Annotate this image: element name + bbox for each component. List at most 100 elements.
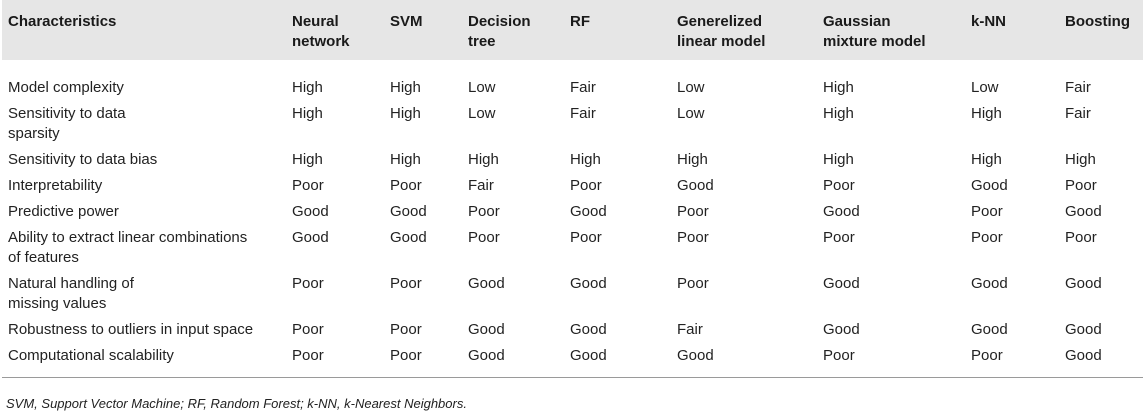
column-header-line: Characteristics [8, 13, 117, 30]
table-row: Natural handling of missing values Poor Poo… [2, 274, 1143, 320]
table-cell: Poor [292, 321, 324, 338]
row-label-line: missing values [8, 295, 107, 312]
column-header-line: RF [570, 13, 590, 30]
table-row: Model complexity High High Low Fair Low High Lo… [2, 60, 1143, 104]
row-label: Natural handling of missing values [2, 274, 286, 320]
table-cell: Good [564, 346, 671, 378]
table-row: Sensitivity to data bias High High High High… [2, 150, 1143, 176]
table-cell: Fair [677, 321, 703, 338]
column-header: Neural network [286, 0, 384, 60]
table-cell: Good [292, 203, 329, 220]
table-cell: Poor [390, 177, 422, 194]
table-cell: Poor [292, 275, 324, 292]
table-cell: Good [971, 275, 1008, 292]
table-cell: Poor [390, 321, 422, 338]
column-header: Characteristics [2, 0, 286, 60]
row-label-line: Interpretability [8, 177, 103, 194]
table-cell: High [677, 151, 708, 168]
column-header-line: linear model [677, 33, 766, 50]
table-body: Model complexity High High Low Fair Low High Lo… [2, 60, 1143, 378]
column-header-line: mixture model [823, 33, 926, 50]
table-cell: Poor [971, 203, 1003, 220]
row-label-line: Natural handling of [8, 275, 134, 292]
table-cell: Good [468, 275, 505, 292]
table-cell: High [390, 79, 421, 96]
column-header: Boosting [1059, 0, 1143, 60]
column-header-line: Decision [468, 13, 531, 30]
table-row: Predictive power Good Good Poor Good Poor Good… [2, 202, 1143, 228]
table-cell: High [971, 151, 1002, 168]
row-label: Ability to extract linear combinations of… [2, 228, 286, 274]
table-cell: Low [677, 79, 705, 96]
table-cell: Good [468, 321, 505, 338]
table-cell: Poor [677, 203, 709, 220]
table-row: Ability to extract linear combinations of… [2, 228, 1143, 274]
table-cell: High [468, 151, 499, 168]
column-header: Generelized linear model [671, 0, 817, 60]
table-cell: Poor [1065, 229, 1097, 246]
table-cell: Poor [286, 346, 384, 378]
table-cell: Good [390, 203, 427, 220]
table-cell: Fair [570, 79, 596, 96]
row-label: Model complexity [2, 60, 286, 104]
table-cell: Poor [971, 229, 1003, 246]
row-label: Computational scalability [2, 346, 286, 378]
table-cell: Good [823, 321, 860, 338]
column-header-line: Boosting [1065, 13, 1130, 30]
table-cell: Good [390, 229, 427, 246]
row-label-line: Ability to extract linear combinations [8, 229, 248, 246]
column-header: k-NN [965, 0, 1059, 60]
table-cell: High [570, 151, 601, 168]
table-cell: Good [570, 203, 607, 220]
table-cell: Fair [570, 105, 596, 122]
comparison-table: Characteristics Neural network SVM Decision t… [2, 0, 1143, 378]
table-cell: Good [570, 321, 607, 338]
table-cell: Low [468, 79, 496, 96]
table-cell: High [823, 105, 854, 122]
row-label: Predictive power [2, 202, 286, 228]
table-cell: High [292, 151, 323, 168]
row-label-line: sparsity [8, 125, 60, 142]
table-cell: Poor [292, 177, 324, 194]
table-cell: Poor [1065, 177, 1097, 194]
table-cell: Low [971, 79, 999, 96]
table-cell: Poor [823, 229, 855, 246]
row-label-line: Sensitivity to data bias [8, 151, 158, 168]
table-cell: Good [971, 177, 1008, 194]
row-label: Interpretability [2, 176, 286, 202]
table-cell: High [390, 105, 421, 122]
table-cell: High [292, 105, 323, 122]
row-label: Robustness to outliers in input space [2, 320, 286, 346]
table-row: Sensitivity to data sparsity High High Low Fa… [2, 104, 1143, 150]
table-cell: Poor [570, 229, 602, 246]
table-cell: Poor [468, 229, 500, 246]
table-header-row: Characteristics Neural network SVM Decision t… [2, 0, 1143, 60]
column-header: RF [564, 0, 671, 60]
row-label-line: Predictive power [8, 203, 119, 220]
table-cell: Poor [677, 229, 709, 246]
table-cell: Good [462, 346, 564, 378]
table-cell: Good [677, 177, 714, 194]
table-cell: High [823, 151, 854, 168]
table-cell: Poor [570, 177, 602, 194]
column-header-line: Gaussian [823, 13, 891, 30]
table-cell: High [390, 151, 421, 168]
table-cell: Good [1065, 321, 1102, 338]
table-cell: Good [671, 346, 817, 378]
row-label: Sensitivity to data sparsity [2, 104, 286, 150]
table-row: Interpretability Poor Poor Fair Poor Good Poor… [2, 176, 1143, 202]
table-cell: Poor [384, 346, 462, 378]
row-label-line: Model complexity [8, 79, 124, 96]
table-footnote: SVM, Support Vector Machine; RF, Random … [6, 396, 467, 411]
column-header: Gaussian mixture model [817, 0, 965, 60]
table-cell: Good [570, 275, 607, 292]
column-header-line: tree [468, 33, 496, 50]
column-header-line: Generelized [677, 13, 763, 30]
table-cell: Poor [390, 275, 422, 292]
table-cell: Fair [468, 177, 494, 194]
table-cell: Poor [823, 177, 855, 194]
table-cell: Low [468, 105, 496, 122]
column-header-line: SVM [390, 13, 423, 30]
row-label-line: Computational scalability [8, 347, 174, 364]
